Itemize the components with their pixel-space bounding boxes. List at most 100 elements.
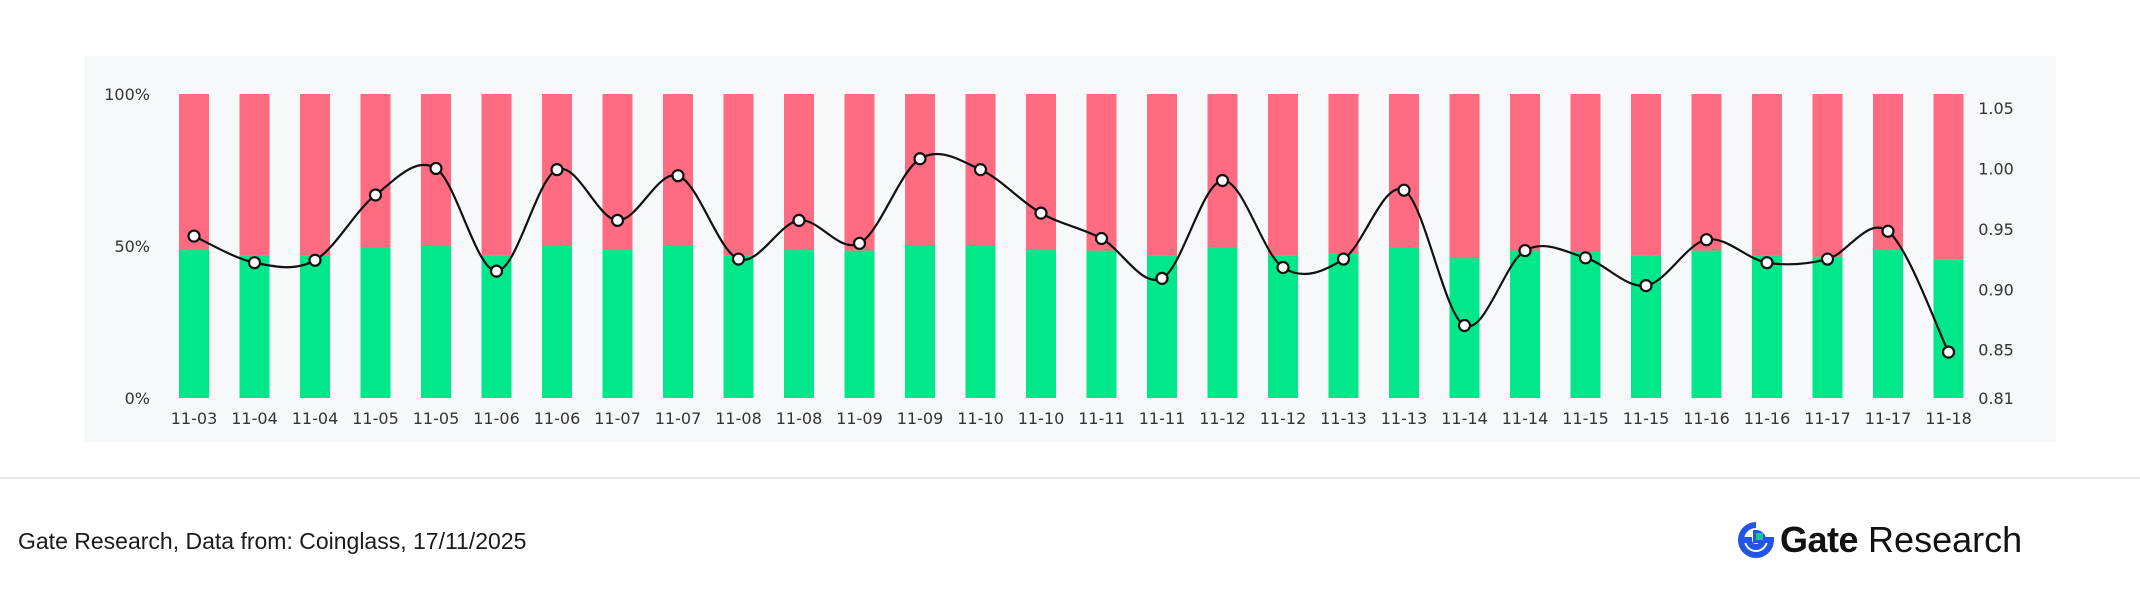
ratio-point [1215,173,1230,188]
right-axis: 0.81 0.85 0.90 0.95 1.00 1.05 [1978,99,2014,408]
ratio-point [610,213,625,227]
ratio-point [1336,252,1351,266]
x-tick-label: 11-17 [1865,409,1912,428]
long-bar [179,249,209,398]
right-tick-label: 0.90 [1978,280,2014,299]
x-tick-label: 11-04 [231,409,278,428]
x-tick-label: 11-16 [1683,409,1730,428]
source-note: Gate Research, Data from: Coinglass, 17/… [18,528,527,554]
x-tick-label: 11-17 [1804,409,1851,428]
ratio-point [247,256,262,270]
long-bar [1328,253,1359,398]
right-tick-label: 0.85 [1978,341,2014,360]
ratio-point [913,152,927,166]
left-tick-label: 50% [114,237,150,256]
short-bar [1570,94,1601,253]
x-tick-label: 11-08 [715,409,762,428]
x-tick-label: 11-18 [1925,409,1972,428]
ratio-point [671,169,685,183]
long-bar [905,246,935,398]
ratio-point [852,236,867,250]
ratio-point [792,213,806,227]
gate-logo-icon [1738,522,1774,558]
bars-layer [179,94,1964,398]
x-tick-label: 11-07 [594,409,641,428]
x-tick-label: 11-11 [1078,409,1125,428]
x-tick-label: 11-12 [1260,409,1307,428]
ratio-point [1820,252,1835,266]
x-tick-label: 11-09 [836,409,883,428]
brand-logo: Gate Research [1738,518,2022,562]
ratio-point [187,229,201,243]
long-bar [1873,249,1903,398]
x-tick-label: 11-13 [1320,409,1367,428]
ratio-line-layer [187,152,1956,359]
x-tick-label: 11-04 [292,409,339,428]
ratio-point [1034,206,1048,220]
short-bar [1812,94,1843,257]
long-bar [1510,250,1540,398]
right-tick-label: 1.00 [1978,159,2014,178]
long-bar [421,246,451,398]
chart-panel: 0% 50% 100% 0.81 0.85 0.90 0.95 1.00 1.05 11-03… [84,56,2056,442]
ratio-point [489,264,504,278]
x-tick-label: 11-12 [1199,409,1246,428]
short-bar [1086,94,1117,251]
long-bar [844,250,875,398]
long-bar [602,249,633,398]
ratio-point [1760,256,1774,270]
long-short-ratio-chart: 0% 50% 100% 0.81 0.85 0.90 0.95 1.00 1.05 11-03… [104,85,2014,428]
x-axis: 11-03 11-04 11-04 11-05 11-05 11-06 11-06 11-07… [171,409,1972,428]
long-bar [239,255,270,398]
x-tick-label: 11-10 [1018,409,1065,428]
ratio-point [731,252,746,266]
x-tick-label: 11-09 [897,409,944,428]
short-bar [1147,94,1177,256]
short-bar [1752,94,1782,256]
ratio-point [1941,345,1956,359]
long-bar [965,246,996,398]
short-bar [360,94,391,248]
short-bar [1631,94,1661,256]
short-bar [1026,94,1056,250]
short-bar [1510,94,1540,251]
x-tick-label: 11-05 [413,409,460,428]
long-bar [1752,255,1782,398]
short-bar [1873,94,1903,250]
short-bar [844,94,875,251]
long-bar [481,255,512,398]
x-tick-label: 11-16 [1744,409,1791,428]
brand-name: Gate [1780,519,1859,560]
long-bar [1691,250,1722,398]
short-bar [1933,94,1964,260]
short-bar [1449,94,1480,259]
long-bar [360,247,391,398]
long-bar [1268,255,1298,398]
long-bar [1570,252,1601,398]
left-tick-label: 0% [125,389,150,408]
long-bar [1086,250,1117,398]
ratio-point [1639,279,1653,293]
short-bar [239,94,270,256]
left-axis: 0% 50% 100% [104,85,150,408]
x-tick-label: 11-07 [655,409,702,428]
long-bar [542,246,572,398]
x-tick-label: 11-13 [1381,409,1428,428]
ratio-point [1397,183,1411,197]
x-tick-label: 11-06 [534,409,581,428]
long-bar [1812,256,1843,398]
ratio-point [1155,271,1169,285]
short-bar [179,94,209,250]
long-bar [1631,255,1661,398]
short-bar [1268,94,1298,256]
short-bar [300,94,330,256]
x-tick-label: 11-11 [1139,409,1186,428]
ratio-point [429,161,443,176]
ratio-point [1276,260,1290,275]
long-bar [784,249,814,398]
x-tick-label: 11-14 [1502,409,1549,428]
long-bar [1026,249,1056,398]
ratio-point [1094,231,1109,246]
x-tick-label: 11-15 [1623,409,1670,428]
x-tick-label: 11-03 [171,409,218,428]
